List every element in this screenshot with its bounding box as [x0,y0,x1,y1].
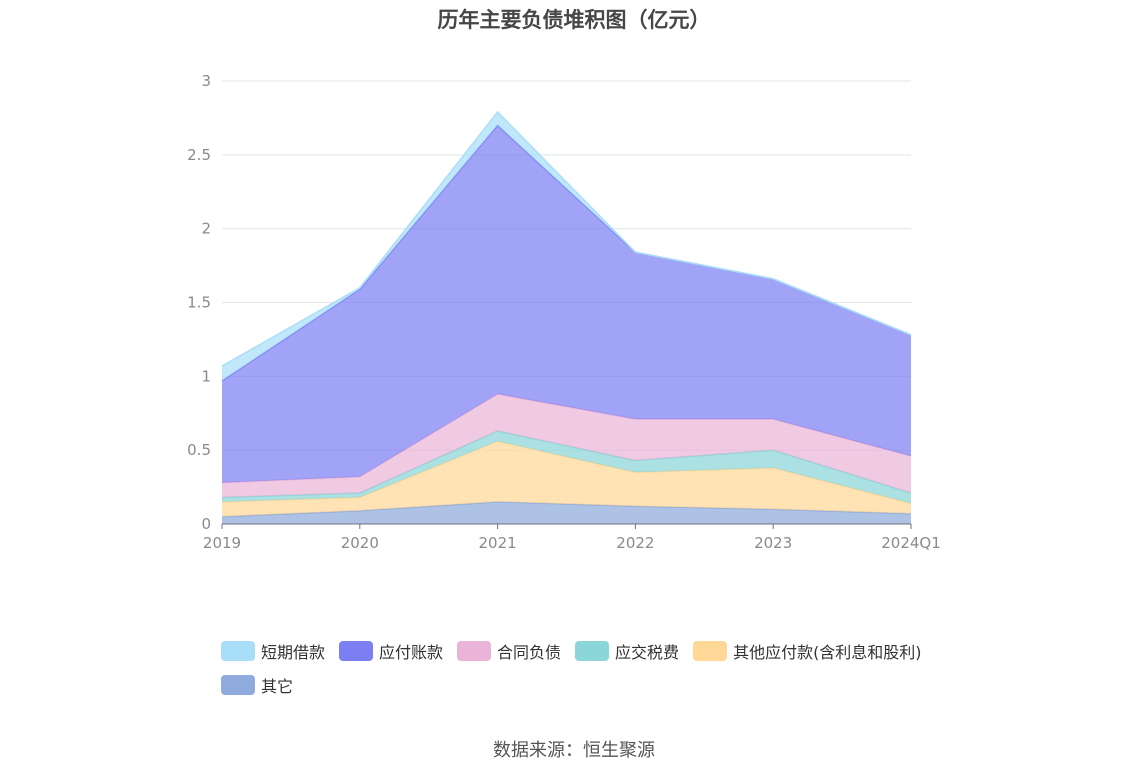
y-tick-label: 3 [201,72,211,90]
y-tick-label: 2 [201,220,211,238]
legend-swatch [457,641,492,661]
legend-item[interactable]: 应付账款 [339,640,443,662]
x-tick-label: 2023 [754,534,792,552]
legend-label: 短期借款 [261,643,326,662]
area-series-其他应付款(含利息和股利) [222,441,911,517]
area-series-应交税费 [222,430,911,504]
legend-label: 应交税费 [615,643,680,662]
legend-item[interactable]: 合同负债 [457,640,561,662]
area-series-group [221,110,912,524]
chart-title: 历年主要负债堆积图（亿元） [437,8,711,32]
legend-swatch [221,675,255,695]
legend-label: 应付账款 [379,643,444,662]
legend-swatch [693,641,728,661]
x-tick-label: 2024Q1 [881,534,941,552]
legend-item[interactable]: 短期借款 [221,640,325,662]
chart-plot: 0 0.5 1 1.5 2 2.5 3 2019 2020 2021 2022 2023 2024Q1 [187,72,941,552]
legend-swatch [575,641,610,661]
legend-item[interactable]: 其他应付款(含利息和股利) [693,640,922,662]
legend-swatch [221,641,255,661]
area-line-短期借款 [221,110,912,367]
x-tick-label: 2022 [616,534,654,552]
area-line-合同负债 [221,393,912,484]
legend-label: 其它 [261,677,294,696]
x-tick-label: 2020 [341,534,379,552]
x-tick-label: 2021 [479,534,517,552]
y-tick-label: 1 [201,367,211,385]
axes: 0 0.5 1 1.5 2 2.5 3 2019 2020 2021 2022 2023 2024Q1 [187,72,941,552]
area-series-其它 [222,501,911,524]
y-tick-label: 0 [201,515,211,533]
legend: 短期借款 应付账款 合同负债 应交税费 其他应付款(含利息和股利) 其它 [221,640,981,708]
legend-item[interactable]: 应交税费 [575,640,679,662]
y-tick-label: 0.5 [187,441,211,459]
y-tick-label: 1.5 [187,294,211,312]
source-note: 数据来源：恒生聚源 [493,740,655,761]
y-tick-label: 2.5 [187,146,211,164]
x-tick-label: 2019 [203,534,241,552]
legend-item[interactable]: 其它 [221,674,293,696]
area-series-应付账款 [222,125,911,483]
legend-swatch [339,641,374,661]
legend-label: 合同负债 [497,643,562,662]
legend-label: 其他应付款(含利息和股利) [733,643,922,662]
